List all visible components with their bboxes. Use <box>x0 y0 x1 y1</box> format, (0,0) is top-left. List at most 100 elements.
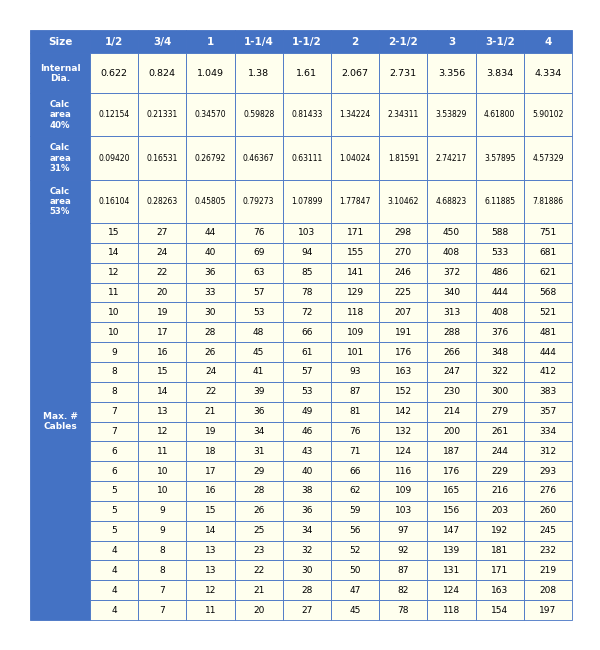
Bar <box>187 322 235 342</box>
Text: 24: 24 <box>157 248 168 257</box>
Text: 2.74217: 2.74217 <box>436 153 467 162</box>
Text: 357: 357 <box>539 407 557 416</box>
Text: 15: 15 <box>109 229 120 237</box>
Bar <box>283 382 331 402</box>
Bar <box>283 302 331 322</box>
Text: 19: 19 <box>157 308 168 317</box>
Text: 22: 22 <box>157 268 168 277</box>
Text: 16: 16 <box>157 348 168 357</box>
Text: 57: 57 <box>301 367 313 376</box>
Bar <box>331 462 379 481</box>
Bar <box>138 283 187 302</box>
Text: 3.53829: 3.53829 <box>436 111 467 120</box>
Bar <box>476 382 524 402</box>
Text: 0.21331: 0.21331 <box>146 111 178 120</box>
Text: 7: 7 <box>160 586 165 595</box>
Bar <box>187 180 235 223</box>
Text: 3.10462: 3.10462 <box>388 197 419 206</box>
Bar <box>187 462 235 481</box>
Text: 16: 16 <box>205 486 216 495</box>
Bar <box>427 136 476 180</box>
Text: Internal
Dia.: Internal Dia. <box>40 64 80 83</box>
Text: 34: 34 <box>253 427 265 436</box>
Text: 15: 15 <box>157 367 168 376</box>
Bar <box>476 342 524 362</box>
Bar <box>427 180 476 223</box>
Text: 101: 101 <box>346 348 364 357</box>
Text: 13: 13 <box>157 407 168 416</box>
Text: 0.34570: 0.34570 <box>194 111 226 120</box>
Bar <box>235 362 283 382</box>
Bar <box>427 600 476 620</box>
Text: 7: 7 <box>111 427 117 436</box>
Bar <box>427 560 476 580</box>
Text: 481: 481 <box>539 328 556 337</box>
Bar <box>476 362 524 382</box>
Text: 20: 20 <box>253 606 265 615</box>
Text: 147: 147 <box>443 526 460 535</box>
Bar <box>187 541 235 560</box>
Text: 1-1/2: 1-1/2 <box>292 37 322 47</box>
Text: 12: 12 <box>109 268 120 277</box>
Text: 50: 50 <box>349 566 361 575</box>
Text: 52: 52 <box>349 546 361 555</box>
Bar <box>283 342 331 362</box>
Bar <box>379 462 427 481</box>
Text: 92: 92 <box>398 546 409 555</box>
Text: 293: 293 <box>539 467 556 476</box>
Bar <box>235 93 283 136</box>
Text: 12: 12 <box>205 586 216 595</box>
Bar <box>427 322 476 342</box>
Text: 176: 176 <box>443 467 460 476</box>
Bar <box>476 263 524 283</box>
Bar <box>138 30 187 53</box>
Text: 1.38: 1.38 <box>248 69 269 78</box>
Bar <box>379 600 427 620</box>
Text: 2-1/2: 2-1/2 <box>388 37 418 47</box>
Text: 47: 47 <box>349 586 361 595</box>
Text: 187: 187 <box>443 447 460 456</box>
Text: 124: 124 <box>443 586 460 595</box>
Text: 1.07899: 1.07899 <box>291 197 323 206</box>
Bar <box>138 223 187 243</box>
Text: 85: 85 <box>301 268 313 277</box>
Bar <box>379 243 427 263</box>
Bar <box>283 263 331 283</box>
Bar <box>379 223 427 243</box>
Bar <box>187 342 235 362</box>
Bar <box>90 422 138 441</box>
Text: 266: 266 <box>443 348 460 357</box>
Bar <box>187 243 235 263</box>
Bar <box>524 322 572 342</box>
Text: 28: 28 <box>205 328 216 337</box>
Bar <box>476 501 524 521</box>
Text: 3-1/2: 3-1/2 <box>485 37 515 47</box>
Bar <box>283 223 331 243</box>
Bar <box>235 521 283 541</box>
Bar <box>138 53 187 93</box>
Text: 207: 207 <box>395 308 412 317</box>
Bar <box>138 501 187 521</box>
Bar <box>187 136 235 180</box>
Text: 0.59828: 0.59828 <box>243 111 274 120</box>
Text: 1: 1 <box>207 37 214 47</box>
Bar <box>90 180 138 223</box>
Text: 279: 279 <box>491 407 508 416</box>
Bar <box>331 283 379 302</box>
Text: 72: 72 <box>301 308 313 317</box>
Text: 118: 118 <box>443 606 460 615</box>
Text: 139: 139 <box>443 546 460 555</box>
Text: 131: 131 <box>443 566 460 575</box>
Text: 76: 76 <box>253 229 265 237</box>
Bar <box>476 283 524 302</box>
Bar <box>331 560 379 580</box>
Bar <box>30 136 90 180</box>
Text: 300: 300 <box>491 387 508 396</box>
Bar <box>476 243 524 263</box>
Bar <box>235 441 283 461</box>
Bar <box>524 501 572 521</box>
Text: Size: Size <box>48 37 72 47</box>
Bar <box>235 422 283 441</box>
Bar <box>427 342 476 362</box>
Text: 24: 24 <box>205 367 216 376</box>
